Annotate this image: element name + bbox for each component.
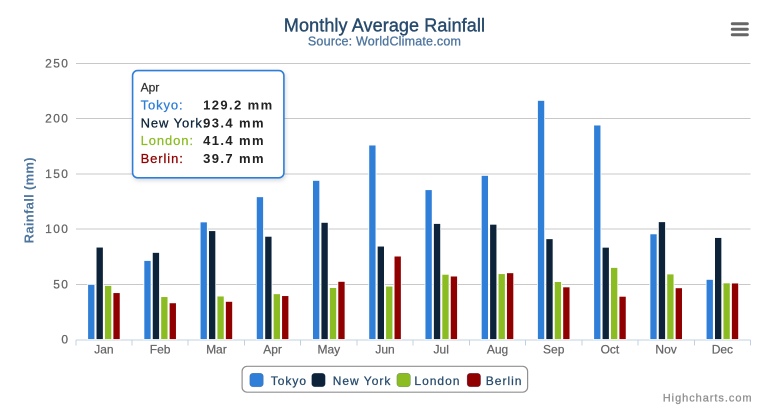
svg-text:May: May (317, 343, 340, 357)
svg-text:Highcharts.com: Highcharts.com (663, 393, 753, 405)
svg-text:50: 50 (53, 278, 69, 292)
svg-text:0: 0 (61, 333, 69, 347)
svg-text:Tokyo:: Tokyo: (141, 98, 184, 113)
svg-text:Jan: Jan (94, 343, 113, 357)
svg-text:Aug: Aug (487, 343, 508, 357)
svg-text:Source: WorldClimate.com: Source: WorldClimate.com (308, 34, 461, 48)
svg-text:New York:: New York: (141, 115, 208, 130)
svg-text:150: 150 (45, 167, 69, 181)
svg-text:Jul: Jul (434, 343, 449, 357)
svg-text:Dec: Dec (712, 343, 733, 357)
svg-text:Apr: Apr (141, 80, 160, 94)
svg-text:Nov: Nov (655, 343, 676, 357)
svg-text:Berlin:: Berlin: (141, 151, 184, 166)
svg-text:200: 200 (45, 112, 69, 126)
svg-text:Feb: Feb (150, 343, 171, 357)
svg-text:Apr: Apr (263, 343, 282, 357)
svg-text:Jun: Jun (375, 343, 394, 357)
svg-text:Rainfall (mm): Rainfall (mm) (22, 157, 37, 243)
svg-text:London:: London: (141, 133, 194, 148)
svg-text:Mar: Mar (206, 343, 227, 357)
svg-text:New York: New York (333, 374, 392, 388)
svg-text:39.7 mm: 39.7 mm (203, 151, 265, 166)
svg-text:Sep: Sep (543, 343, 565, 357)
svg-text:93.4 mm: 93.4 mm (203, 115, 265, 130)
svg-text:Berlin: Berlin (486, 374, 523, 388)
svg-text:129.2 mm: 129.2 mm (203, 98, 273, 113)
svg-text:41.4 mm: 41.4 mm (203, 133, 265, 148)
svg-text:250: 250 (45, 57, 69, 71)
svg-text:London: London (414, 374, 460, 388)
svg-text:100: 100 (45, 222, 69, 236)
svg-text:Monthly Average Rainfall: Monthly Average Rainfall (284, 16, 485, 36)
svg-text:Tokyo: Tokyo (271, 374, 307, 388)
svg-text:Oct: Oct (601, 343, 620, 357)
